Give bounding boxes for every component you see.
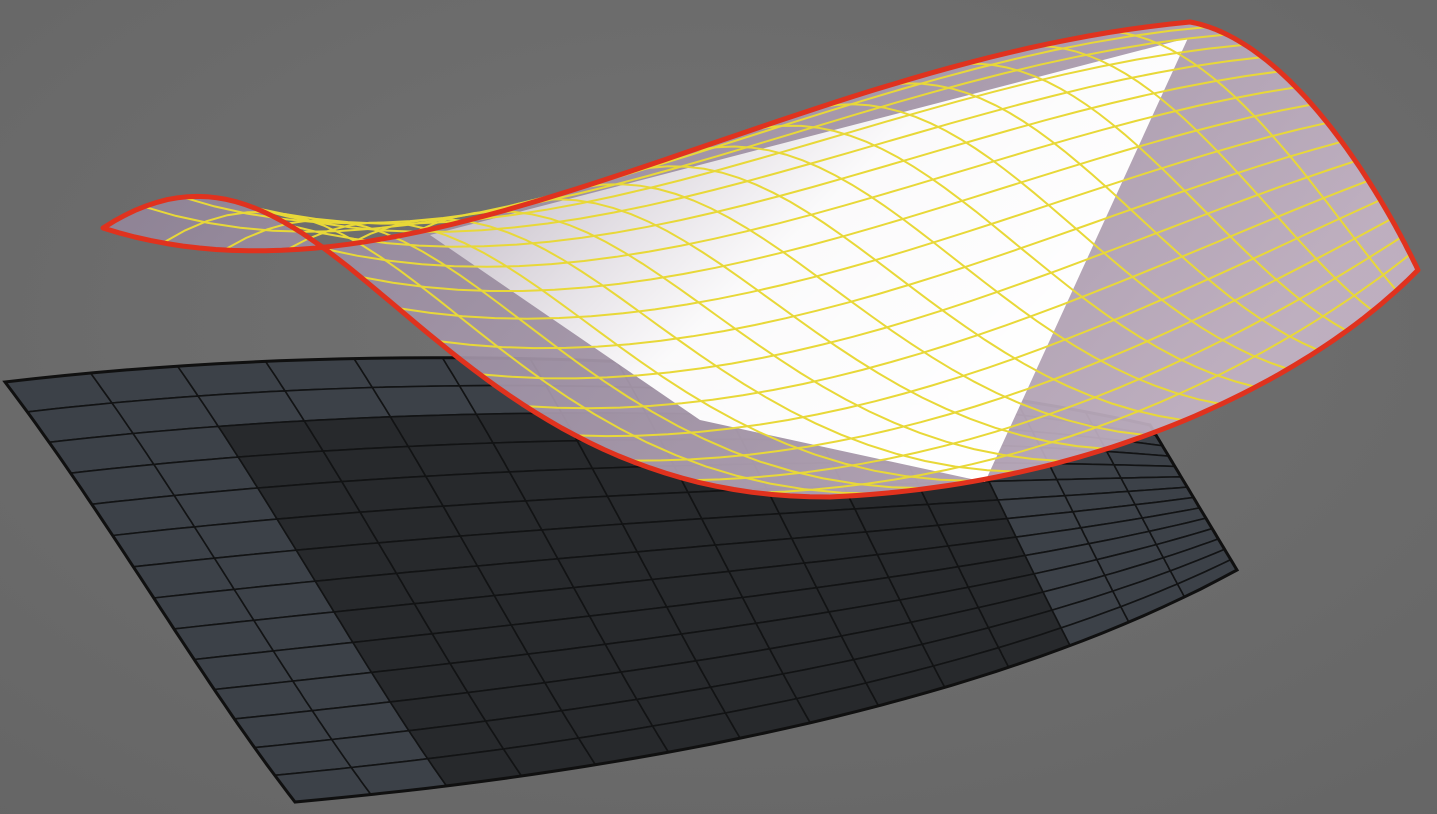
- saddle-grid-line: [630, 218, 1392, 462]
- saddle-grid-line: [756, 253, 1411, 494]
- saddle-grid-line: [1038, 44, 1374, 312]
- shadow-cell: [491, 439, 594, 473]
- saddle-grid-line: [690, 236, 1402, 482]
- shadow-cell: [352, 356, 461, 389]
- saddle-outline: [100, 19, 1421, 500]
- saddle-grid-line: [575, 199, 1381, 438]
- saddle-grid-line: [1113, 30, 1398, 292]
- saddle-highlight: [430, 38, 1188, 482]
- saddle-grid-line: [679, 145, 1222, 406]
- saddle-grid-line: [437, 140, 1343, 350]
- shadow-surface: [2, 356, 1240, 804]
- shadow-cell: [370, 384, 478, 418]
- shadow-cell: [1112, 463, 1183, 479]
- shadow-cell: [389, 413, 495, 448]
- saddle-surface: [100, 19, 1421, 500]
- shadow-cell: [406, 442, 511, 478]
- saddle-grid-line: [397, 121, 1328, 320]
- saddle-grid-line: [525, 179, 1369, 410]
- saddle-grid-line: [964, 62, 1348, 332]
- saddle-grid-line: [819, 103, 1289, 370]
- saddle-grid-line: [891, 82, 1319, 352]
- saddle-grid-line: [749, 124, 1256, 388]
- shadow-cell: [321, 445, 428, 483]
- shadow-cell: [508, 467, 609, 502]
- shadow-cell: [1047, 462, 1123, 481]
- saddle-grid-line: [479, 160, 1356, 380]
